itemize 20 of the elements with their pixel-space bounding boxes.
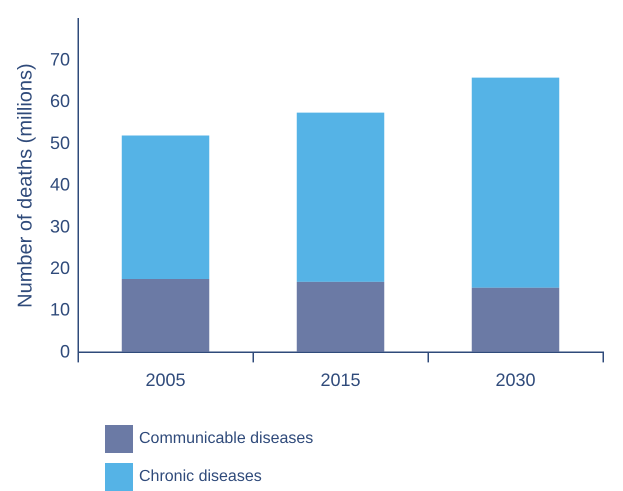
legend-label: Communicable diseases bbox=[139, 430, 314, 448]
bar bbox=[296, 282, 384, 352]
x-tick-label: 2015 bbox=[320, 370, 361, 390]
y-tick-label: 60 bbox=[50, 91, 70, 112]
bar bbox=[472, 78, 560, 288]
y-tick-label: 0 bbox=[60, 341, 70, 362]
y-tick-label: 10 bbox=[50, 300, 70, 320]
legend-label: Chronic diseases bbox=[139, 468, 262, 486]
bar bbox=[122, 279, 210, 352]
y-axis-title: Number of deaths (millions) bbox=[14, 63, 37, 308]
bar bbox=[122, 136, 210, 280]
x-tick-label: 2030 bbox=[495, 370, 536, 390]
y-tick-label: 70 bbox=[50, 49, 70, 70]
y-tick-label: 50 bbox=[50, 132, 70, 153]
x-tick-label: 2005 bbox=[145, 370, 186, 390]
bar bbox=[296, 112, 384, 282]
y-tick-label: 20 bbox=[50, 258, 70, 278]
y-tick-label: 40 bbox=[50, 174, 70, 195]
bar bbox=[472, 288, 560, 352]
y-tick-label: 30 bbox=[50, 216, 70, 236]
